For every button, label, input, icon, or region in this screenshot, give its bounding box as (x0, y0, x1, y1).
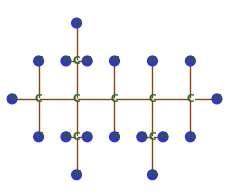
Circle shape (72, 170, 82, 180)
Circle shape (147, 170, 157, 180)
Text: C: C (149, 94, 156, 104)
Text: H: H (149, 56, 156, 65)
Text: H: H (159, 132, 167, 141)
Text: H: H (62, 56, 70, 65)
Text: H: H (73, 18, 80, 28)
Text: H: H (187, 56, 194, 65)
Circle shape (72, 18, 82, 28)
Text: H: H (62, 132, 70, 141)
Text: H: H (149, 170, 156, 179)
Text: C: C (73, 94, 80, 104)
Text: H: H (35, 132, 42, 141)
Text: C: C (35, 94, 42, 104)
Circle shape (147, 56, 157, 66)
Circle shape (82, 56, 92, 66)
Text: H: H (213, 94, 221, 103)
Circle shape (212, 94, 222, 104)
Text: H: H (138, 132, 146, 141)
Text: C: C (73, 132, 80, 142)
Text: H: H (111, 132, 118, 141)
Circle shape (61, 56, 71, 66)
Circle shape (109, 56, 120, 66)
Text: H: H (8, 94, 16, 103)
Text: H: H (73, 170, 80, 179)
Text: H: H (111, 56, 118, 65)
Circle shape (34, 56, 44, 66)
Text: C: C (73, 56, 80, 66)
Circle shape (82, 132, 92, 142)
Circle shape (137, 132, 147, 142)
Circle shape (185, 56, 195, 66)
Text: C: C (149, 132, 156, 142)
Text: C: C (111, 94, 118, 104)
Text: H: H (187, 132, 194, 141)
Circle shape (185, 132, 195, 142)
Text: H: H (83, 132, 91, 141)
Text: C: C (187, 94, 194, 104)
Circle shape (7, 94, 17, 104)
Circle shape (34, 132, 44, 142)
Text: H: H (35, 56, 42, 65)
Circle shape (158, 132, 168, 142)
Circle shape (61, 132, 71, 142)
Text: H: H (83, 56, 91, 65)
Circle shape (109, 132, 120, 142)
